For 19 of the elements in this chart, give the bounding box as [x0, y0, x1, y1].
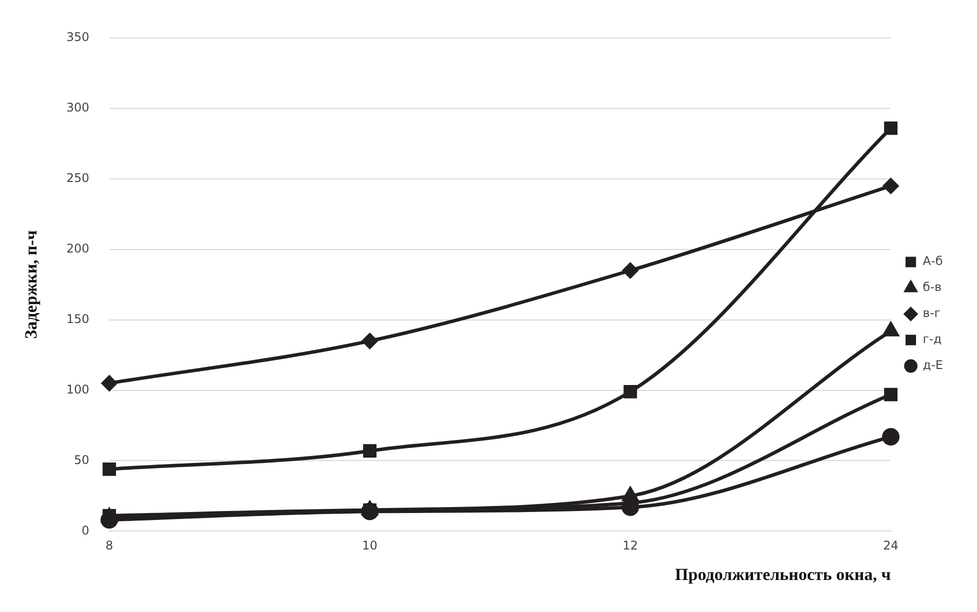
legend-label: А-б — [922, 254, 943, 268]
y-tick-label: 0 — [82, 523, 90, 538]
legend-label: в-г — [922, 306, 941, 320]
y-tick-label: 200 — [66, 241, 90, 256]
x-tick-label: 8 — [105, 538, 114, 553]
x-axis-title: Продолжительность окна, ч — [675, 565, 892, 584]
y-tick-label: 250 — [66, 171, 90, 186]
x-tick-label: 10 — [362, 538, 378, 553]
y-tick-label: 150 — [66, 312, 90, 326]
y-tick-label: 350 — [66, 30, 90, 44]
x-tick-label: 12 — [622, 538, 638, 553]
y-tick-label: 100 — [66, 382, 90, 396]
x-tick-label: 24 — [883, 538, 898, 553]
y-tick-label: 300 — [66, 100, 90, 115]
legend-label: д-Е — [922, 358, 944, 372]
y-tick-label: 50 — [74, 452, 90, 467]
y-axis-title: Задержки, п-ч — [22, 230, 41, 339]
legend-label: б-в — [922, 280, 942, 294]
legend-label: г-д — [922, 332, 942, 346]
